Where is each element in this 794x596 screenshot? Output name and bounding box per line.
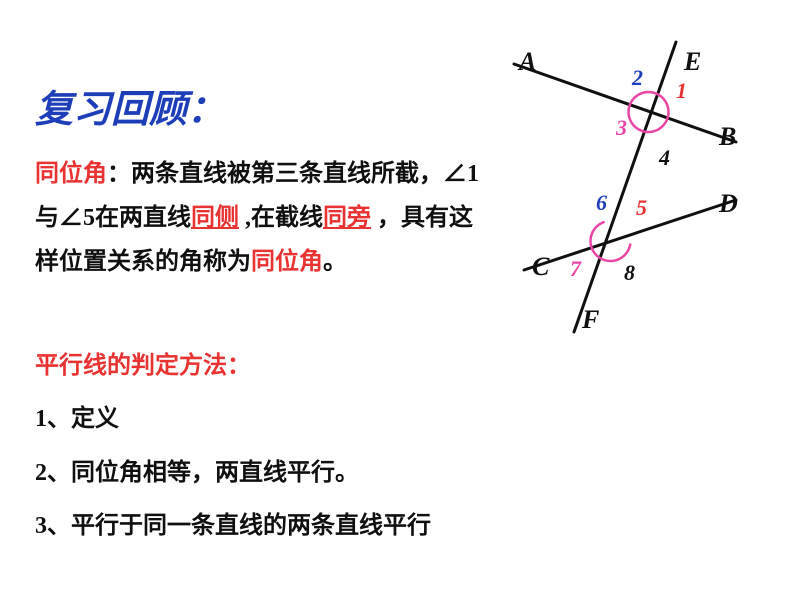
svg-text:2: 2: [631, 65, 643, 90]
p-t8: 。: [323, 249, 347, 275]
definition-paragraph: 同位角：两条直线被第三条直线所截，∠1与∠5在两直线同侧 ,在截线同旁 ，具有这…: [35, 152, 485, 284]
svg-text:5: 5: [636, 195, 647, 220]
method-item-3: 3、平行于同一条直线的两条直线平行: [35, 505, 431, 540]
geometry-diagram: ABCDEF12345678: [504, 30, 764, 340]
term-tongweijiao: 同位角: [35, 161, 107, 187]
svg-text:8: 8: [624, 260, 635, 285]
svg-text:4: 4: [658, 145, 670, 170]
method-item-2: 2、同位角相等，两直线平行。: [35, 452, 359, 487]
svg-text:A: A: [517, 47, 536, 76]
svg-text:C: C: [532, 252, 550, 281]
p-t4: ,在截线: [239, 205, 323, 231]
svg-text:B: B: [718, 122, 736, 151]
svg-text:6: 6: [596, 190, 607, 215]
svg-text:7: 7: [570, 256, 582, 281]
p-t5: 同旁: [323, 205, 371, 231]
svg-text:1: 1: [676, 78, 687, 103]
method-item-1: 1、定义: [35, 398, 119, 433]
svg-text:3: 3: [615, 115, 627, 140]
svg-text:F: F: [581, 305, 599, 334]
p-t7: 同位角: [251, 249, 323, 275]
review-title: 复习回顾：: [35, 78, 225, 133]
svg-text:E: E: [683, 47, 701, 76]
svg-text:D: D: [718, 189, 738, 218]
methods-subtitle: 平行线的判定方法：: [35, 345, 251, 380]
p-t3: 同侧: [191, 205, 239, 231]
